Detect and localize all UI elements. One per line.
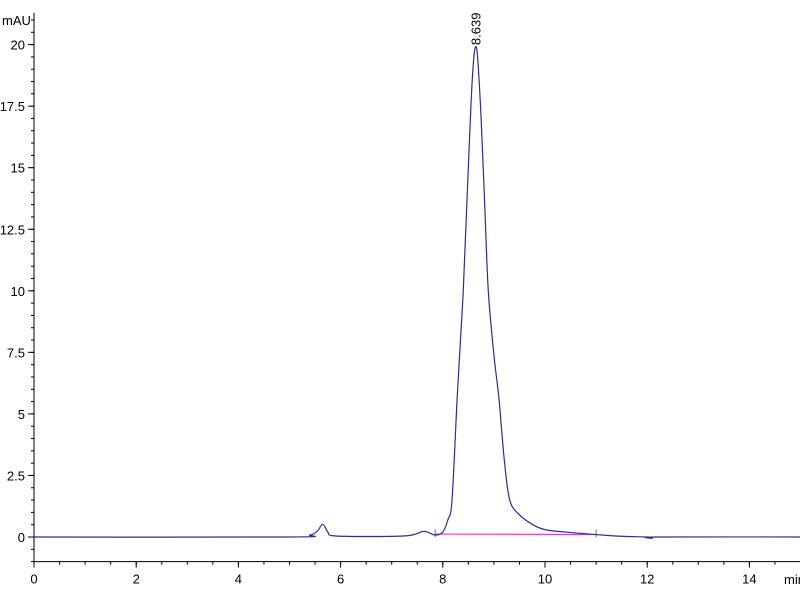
y-tick-label: 15 xyxy=(11,161,25,176)
x-tick-label: 10 xyxy=(538,572,552,587)
x-tick-label: 2 xyxy=(133,572,140,587)
signal-trace xyxy=(33,45,800,539)
x-tick-label: 12 xyxy=(640,572,654,587)
x-tick-label: 8 xyxy=(439,572,446,587)
y-tick-label: 5 xyxy=(18,407,25,422)
x-tick-label: 6 xyxy=(337,572,344,587)
y-tick-label: 7.5 xyxy=(7,345,25,360)
x-tick-label: 14 xyxy=(742,572,756,587)
y-axis-label: mAU xyxy=(2,13,31,28)
y-tick-label: 2.5 xyxy=(7,468,25,483)
axes xyxy=(33,12,800,563)
x-axis-label: min xyxy=(784,572,800,587)
peak-label: 8.639 xyxy=(468,13,483,46)
y-tick-label: 10 xyxy=(11,284,25,299)
peak-labels: 8.639 xyxy=(468,13,483,46)
x-tick-label: 0 xyxy=(30,572,37,587)
y-tick-label: 20 xyxy=(11,38,25,53)
ticks: 0 2.5 5 7.5 10 12.5 15 17.5 20 0 2 4 6 8 10 12 14 xyxy=(0,19,776,587)
y-tick-label: 17.5 xyxy=(0,99,25,114)
x-tick-label: 4 xyxy=(235,572,242,587)
y-tick-label: 12.5 xyxy=(0,222,25,237)
y-tick-label: 0 xyxy=(18,530,25,545)
